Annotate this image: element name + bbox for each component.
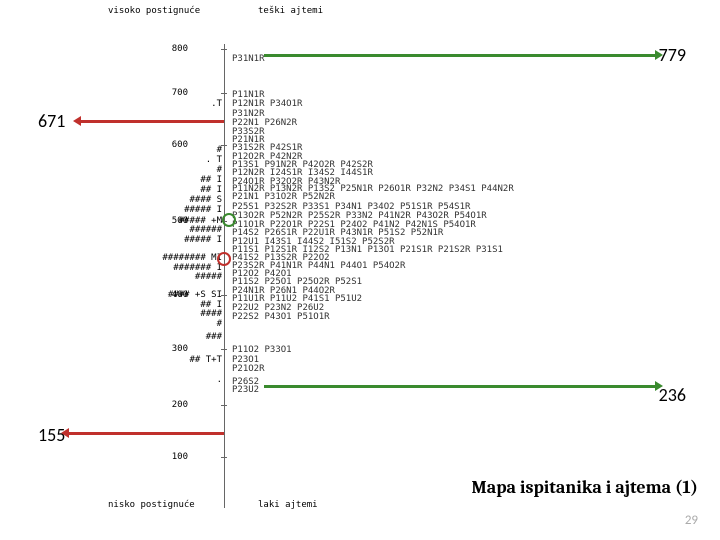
item-row: P23U2 [232, 385, 259, 395]
page-number: 29 [685, 513, 698, 528]
yaxis-tick-label: 200 [164, 400, 188, 410]
histogram-row: #### +S SI [168, 290, 222, 300]
yaxis-tick-label: 700 [164, 88, 188, 98]
slide-title: Mapa ispitanika i ajtema (1) [472, 477, 698, 498]
header-top-right: teški ajtemi [258, 6, 323, 16]
axis-tick [221, 405, 227, 406]
arrow-green_top [264, 54, 656, 57]
yaxis-tick-label: 800 [164, 44, 188, 54]
item-row: P21O2R [232, 364, 265, 374]
yaxis-tick-label: 100 [164, 452, 188, 462]
highlight-circle-0 [222, 213, 236, 227]
item-row: P22S2 P43O1 P51O1R [232, 312, 330, 322]
footer-bottom-right: laki ajtemi [258, 500, 318, 510]
arrow-red_top [80, 120, 224, 123]
item-row: P21N1 P31O2R P52N2R [232, 192, 335, 202]
arrow-green_bot [264, 385, 656, 388]
vertical-axis-bar [224, 44, 225, 508]
item-row: P31N1R [232, 54, 265, 64]
annotation-671: 671 [38, 110, 65, 132]
axis-tick [221, 93, 227, 94]
arrow-red_bot [68, 432, 224, 435]
header-top-left: visoko postignuće [108, 6, 200, 16]
histogram-row: . [217, 375, 222, 385]
histogram-row: # [217, 145, 222, 155]
histogram-row: #### [200, 309, 222, 319]
yaxis-tick-label: 600 [164, 140, 188, 150]
histogram-row: ##### [195, 272, 222, 282]
histogram-row: # [217, 319, 222, 329]
histogram-row: ######## MI [162, 253, 222, 263]
histogram-row: .T [211, 99, 222, 109]
histogram-row: ##### I [184, 235, 222, 245]
histogram-row: ## I [200, 185, 222, 195]
axis-tick [221, 457, 227, 458]
histogram-row: # [217, 165, 222, 175]
yaxis-tick-label: 300 [164, 344, 188, 354]
axis-tick [221, 49, 227, 50]
histogram-row: #### S [189, 195, 222, 205]
histogram-row: . T [206, 155, 222, 165]
histogram-row: ### [206, 332, 222, 342]
histogram-row: ## T+T [189, 355, 222, 365]
histogram-row: ##### I [184, 205, 222, 215]
histogram-row: ###### [189, 225, 222, 235]
item-row: P11O2 P33O1 [232, 345, 292, 355]
axis-tick [221, 349, 227, 350]
highlight-circle-1 [217, 252, 231, 266]
footer-bottom-left: nisko postignuće [108, 500, 195, 510]
histogram-row: ## I [200, 175, 222, 185]
item-row: P12N1R P34O1R [232, 99, 302, 109]
